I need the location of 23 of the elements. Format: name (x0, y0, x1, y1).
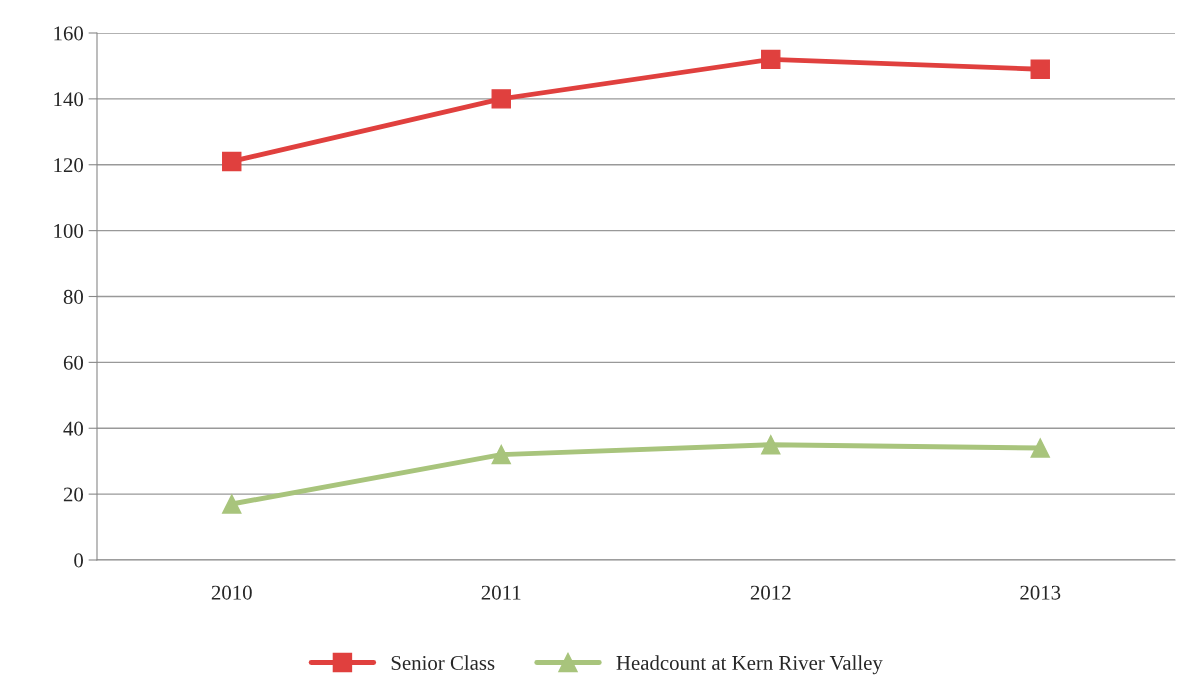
point (491, 444, 511, 465)
point (491, 89, 511, 109)
y-tick-label: 100 (54, 224, 84, 239)
x-tick-label: 2012 (750, 585, 791, 600)
x-tick-label: 2010 (211, 585, 252, 600)
legend-label: Senior Class (391, 655, 495, 670)
y-tick-label: 160 (54, 26, 84, 41)
y-tick-label: 60 (63, 355, 84, 370)
y-tick-label: 80 (63, 289, 84, 304)
point (1030, 59, 1050, 79)
point (761, 49, 781, 70)
y-tick-label: 20 (63, 487, 84, 502)
y-tick-label: 140 (54, 92, 84, 107)
x-tick-label: 2011 (481, 585, 521, 600)
point (222, 494, 242, 514)
point (1030, 438, 1050, 458)
y-tick-label: 120 (54, 158, 84, 173)
y-tick-label: 0 (74, 553, 84, 568)
y-tick-label: 40 (63, 421, 84, 436)
point (761, 434, 781, 455)
point (222, 151, 242, 172)
x-tick-label: 2013 (1020, 585, 1061, 600)
legend-label: Headcount at Kern River Valley (616, 655, 883, 675)
